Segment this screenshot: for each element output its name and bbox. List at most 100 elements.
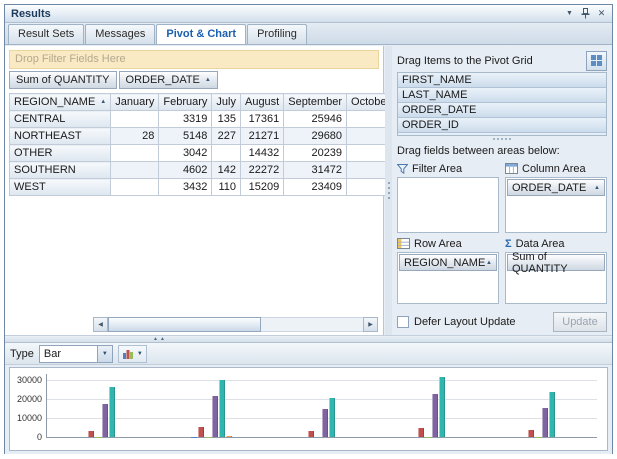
data-cell: 25946 <box>283 110 348 128</box>
data-cell: 3042 <box>158 144 213 162</box>
data-cell <box>211 144 241 162</box>
tab-messages[interactable]: Messages <box>85 24 156 44</box>
column-header-august[interactable]: August <box>239 93 285 111</box>
panel-title: Results <box>11 7 51 20</box>
data-cell: 15209 <box>239 178 285 196</box>
column-header-january[interactable]: January <box>110 93 160 111</box>
field-item[interactable]: ORDER_DATE <box>398 103 606 118</box>
field-item[interactable]: LAST_NAME <box>398 88 606 103</box>
chart-bar-february <box>528 430 534 437</box>
data-cell: 20239 <box>283 144 348 162</box>
field-item-clipped <box>398 133 606 135</box>
row-area-field-button[interactable]: REGION_NAME ▲ <box>399 254 497 271</box>
tab-profiling[interactable]: Profiling <box>247 24 307 44</box>
row-header-cell[interactable]: SOUTHERN <box>8 161 112 179</box>
chart-type-select[interactable]: Bar ▼ <box>38 344 113 363</box>
row-header-cell[interactable]: NORTHEAST <box>8 127 112 145</box>
column-area-label: Column Area <box>522 162 586 175</box>
chart-bar-february <box>418 428 424 437</box>
tab-pivot-chart[interactable]: Pivot & Chart <box>156 24 247 44</box>
gridline <box>47 398 597 400</box>
chart-bar-september <box>439 376 445 437</box>
data-field-button[interactable]: Sum of QUANTITY <box>9 71 117 89</box>
area-field-label: REGION_NAME <box>404 256 486 269</box>
results-panel: Results ▼ ✕ Result Sets Messages Pivot & C… <box>4 4 613 454</box>
pin-icon[interactable] <box>578 7 593 21</box>
chart-bar-october <box>226 435 232 437</box>
pivot-row: OTHER 3042 14432 20239 <box>8 144 396 162</box>
window-menu-icon[interactable]: ▼ <box>566 10 573 17</box>
data-cell: 4602 <box>158 161 213 179</box>
column-area-icon <box>505 163 518 174</box>
row-header-cell[interactable]: CENTRAL <box>8 110 112 128</box>
data-cell: 23409 <box>283 178 348 196</box>
column-header-october[interactable]: October <box>346 93 396 111</box>
scroll-left-icon[interactable]: ◀ <box>93 317 108 332</box>
defer-layout-checkbox[interactable] <box>397 316 409 328</box>
defer-layout-label: Defer Layout Update <box>414 316 516 328</box>
sort-asc-icon: ▲ <box>100 99 107 105</box>
scrollbar-thumb[interactable] <box>108 317 261 332</box>
column-header-february[interactable]: February <box>158 93 213 111</box>
chart-bar-september <box>329 398 335 437</box>
chart-bar-september <box>549 392 555 437</box>
y-axis-label: 20000 <box>16 393 42 404</box>
splitter-collapse-icon[interactable]: ▲▲ <box>153 336 167 342</box>
field-item[interactable]: ORDER_ID <box>398 118 606 133</box>
pivot-field-row: Sum of QUANTITY ORDER_DATE ▲ <box>9 71 379 89</box>
data-cell: 135 <box>211 110 241 128</box>
chart-options-button[interactable]: ▼ <box>117 344 147 363</box>
drop-filter-zone[interactable]: Drop Filter Fields Here <box>9 50 379 69</box>
data-cell <box>110 161 160 179</box>
column-area-box[interactable]: ORDER_DATE ▲ <box>505 177 607 233</box>
tab-bar: Result Sets Messages Pivot & Chart Profilin… <box>5 24 612 45</box>
update-button[interactable]: Update <box>553 312 607 332</box>
chart-bar-august <box>212 396 218 437</box>
pivot-row: CENTRAL 3319 135 17361 25946 <box>8 110 396 128</box>
data-cell: 227 <box>211 127 241 145</box>
sort-asc-icon: ▲ <box>486 259 492 266</box>
chart-bar-september <box>109 387 115 437</box>
row-field-header[interactable]: REGION_NAME ▲ <box>8 93 112 111</box>
data-cell: 3432 <box>158 178 213 196</box>
chart-box: 0 10000 20000 30000 <box>9 367 608 451</box>
chevron-down-icon[interactable]: ▼ <box>96 345 112 362</box>
data-area-field-button[interactable]: Sum of QUANTITY <box>507 251 605 275</box>
chart-section: Type Bar ▼ ▼ 0 10000 20000 30000 <box>5 343 612 454</box>
column-header-september[interactable]: September <box>283 93 348 111</box>
field-item[interactable]: FIRST_NAME <box>398 73 606 88</box>
chevron-down-icon: ▼ <box>136 350 143 357</box>
data-cell <box>346 178 396 196</box>
chart-bar-august <box>542 407 548 437</box>
row-header-cell[interactable]: OTHER <box>8 144 112 162</box>
data-cell: 22272 <box>239 161 285 179</box>
chart-bar-august <box>102 403 108 437</box>
horizontal-scrollbar[interactable]: ◀ ▶ <box>93 317 378 332</box>
list-resize-grip-icon[interactable] <box>397 136 607 142</box>
scroll-right-icon[interactable]: ▶ <box>363 317 378 332</box>
column-field-button[interactable]: ORDER_DATE ▲ <box>118 71 218 89</box>
data-cell: 31472 <box>283 161 348 179</box>
chart-bar-february <box>88 430 94 437</box>
filter-area-box[interactable] <box>397 177 499 233</box>
row-area-box[interactable]: REGION_NAME ▲ <box>397 252 499 304</box>
column-area-field-button[interactable]: ORDER_DATE ▲ <box>507 179 605 196</box>
vertical-splitter[interactable] <box>385 46 392 335</box>
data-cell: 21271 <box>239 127 285 145</box>
y-axis-label: 0 <box>36 432 42 442</box>
sigma-icon: Σ <box>505 237 512 250</box>
filter-area-label: Filter Area <box>412 162 463 175</box>
pivot-row: SOUTHERN 4602 142 22272 31472 <box>8 161 396 179</box>
data-cell <box>110 144 160 162</box>
pivot-grid-layout-button[interactable] <box>586 50 607 71</box>
close-icon[interactable]: ✕ <box>597 8 606 18</box>
panel-titlebar: Results ▼ ✕ <box>5 5 612 23</box>
data-area-box[interactable]: Sum of QUANTITY <box>505 251 607 304</box>
scrollbar-track[interactable] <box>108 317 363 332</box>
chart-bar-january <box>191 436 197 437</box>
horizontal-splitter[interactable]: ▲▲ <box>5 335 612 343</box>
row-header-cell[interactable]: WEST <box>8 178 112 196</box>
sort-asc-icon: ▲ <box>204 77 211 83</box>
column-header-july[interactable]: July <box>211 93 241 111</box>
tab-result-sets[interactable]: Result Sets <box>8 24 85 44</box>
